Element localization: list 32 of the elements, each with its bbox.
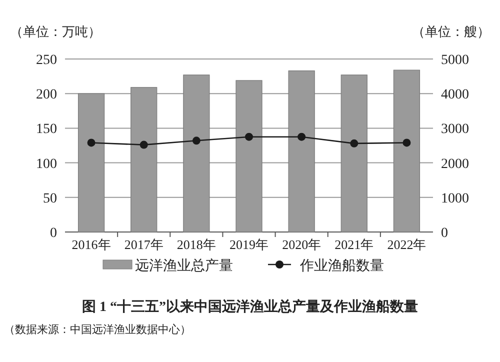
y2-tick-label: 0	[441, 226, 448, 241]
y2-tick-label: 2000	[441, 156, 469, 172]
y-tick-label: 100	[36, 156, 57, 172]
x-tick-label: 2017年	[124, 237, 164, 252]
point	[402, 138, 411, 147]
legend-label: 远洋渔业总产量	[135, 258, 233, 274]
y-tick-label: 150	[36, 122, 57, 138]
y-tick-label: 0	[50, 226, 57, 241]
y2-axis-title: （单位：艘）	[412, 24, 490, 39]
x-tick-label: 2018年	[176, 237, 216, 252]
legend-label: 作业渔船数量	[299, 258, 384, 274]
y2-tick-label: 1000	[441, 191, 469, 206]
y-tick-label: 250	[36, 53, 57, 68]
y2-tick-label: 5000	[441, 53, 469, 68]
point	[245, 132, 253, 141]
y-tick-label: 50	[43, 191, 57, 206]
x-tick-label: 2019年	[230, 237, 268, 252]
x-tick-label: 2021年	[334, 237, 374, 252]
text: （数据来源：中国远洋渔业数据中心）	[4, 323, 191, 336]
point	[350, 139, 358, 148]
y2-tick-label: 4000	[441, 88, 469, 103]
y-tick-label: 200	[36, 88, 57, 103]
point	[140, 140, 148, 149]
text: 图 1 “十三五”以来中国远洋渔业总产量及作业渔船数量	[82, 298, 418, 315]
point	[298, 132, 306, 141]
y-axis-title: （单位：万吨）	[10, 24, 101, 39]
point	[192, 136, 200, 145]
x-tick-label: 2022年	[387, 237, 426, 252]
x-tick-label: 2020年	[282, 237, 322, 252]
x-tick-label: 2016年	[72, 237, 111, 252]
y2-tick-label: 3000	[441, 122, 469, 138]
point	[87, 138, 96, 147]
